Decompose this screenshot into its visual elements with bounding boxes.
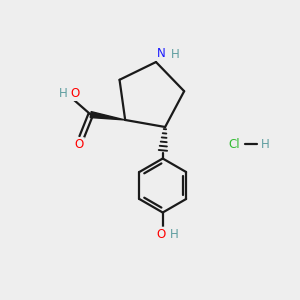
Text: H: H (58, 87, 67, 100)
Polygon shape (90, 112, 125, 120)
Text: O: O (157, 228, 166, 241)
Text: O: O (75, 138, 84, 151)
Text: O: O (70, 87, 80, 100)
Text: N: N (157, 46, 166, 59)
Text: H: H (261, 137, 270, 151)
Text: H: H (171, 48, 180, 61)
Text: Cl: Cl (228, 137, 240, 151)
Text: H: H (170, 228, 178, 241)
